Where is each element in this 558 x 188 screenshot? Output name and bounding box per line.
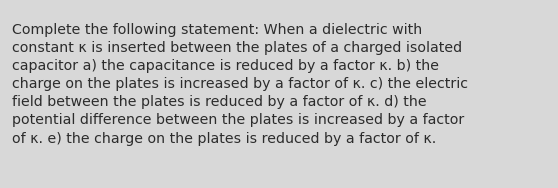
Text: Complete the following statement: When a dielectric with
constant κ is inserted : Complete the following statement: When a… xyxy=(12,23,468,146)
